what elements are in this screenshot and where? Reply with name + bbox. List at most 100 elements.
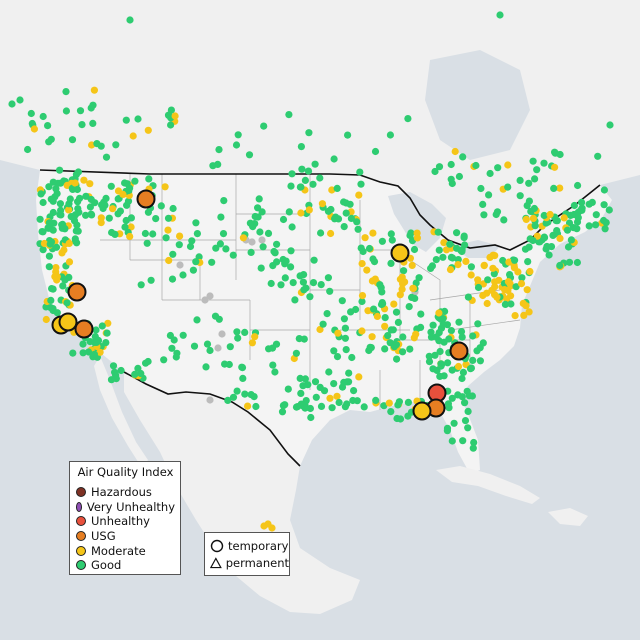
small-aqi-marker: [98, 201, 106, 209]
legend-label: Good: [91, 558, 122, 573]
small-aqi-marker: [24, 145, 32, 154]
small-aqi-marker: [458, 374, 466, 383]
small-aqi-marker: [585, 222, 593, 230]
small-aqi-marker: [353, 397, 361, 405]
small-aqi-marker: [234, 334, 242, 342]
legend-item-unhealthy: Unhealthy: [76, 514, 175, 529]
small-aqi-marker: [301, 176, 309, 184]
small-aqi-marker: [529, 157, 537, 165]
small-aqi-marker: [74, 227, 82, 235]
small-aqi-marker: [104, 319, 112, 327]
small-aqi-marker: [431, 167, 439, 176]
large-aqi-marker: [449, 341, 469, 361]
small-aqi-marker: [45, 138, 53, 146]
good-swatch-icon: [76, 560, 86, 571]
small-aqi-marker: [460, 232, 468, 240]
no-data-marker: [214, 344, 222, 352]
small-aqi-marker: [162, 234, 170, 242]
small-aqi-marker: [119, 190, 127, 198]
small-aqi-marker: [220, 197, 228, 205]
small-aqi-marker: [97, 219, 105, 227]
small-aqi-marker: [147, 276, 155, 284]
small-aqi-marker: [340, 378, 348, 386]
small-aqi-marker: [287, 247, 295, 255]
small-aqi-marker: [16, 96, 24, 104]
small-aqi-marker: [44, 122, 52, 130]
small-aqi-marker: [52, 243, 61, 251]
small-aqi-marker: [299, 382, 307, 390]
small-aqi-marker: [296, 374, 304, 382]
small-aqi-marker: [540, 233, 548, 241]
small-aqi-marker: [224, 396, 232, 404]
small-aqi-marker: [324, 207, 332, 215]
small-aqi-marker: [216, 240, 224, 248]
small-aqi-marker: [42, 315, 50, 324]
small-aqi-marker: [68, 136, 77, 144]
small-aqi-marker: [67, 213, 75, 221]
small-aqi-marker: [530, 204, 539, 213]
small-aqi-marker: [79, 340, 87, 348]
small-aqi-marker: [193, 230, 201, 238]
small-aqi-marker: [563, 226, 572, 234]
small-aqi-marker: [398, 273, 406, 281]
small-aqi-marker: [446, 240, 454, 248]
aqi-legend: Air Quality Index Hazardous Very Unhealt…: [69, 461, 181, 575]
small-aqi-marker: [360, 403, 368, 411]
small-aqi-marker: [79, 349, 87, 357]
small-aqi-marker: [214, 160, 222, 168]
small-aqi-marker: [117, 366, 125, 375]
small-aqi-marker: [241, 328, 249, 336]
small-aqi-marker: [244, 402, 252, 410]
small-aqi-marker: [245, 151, 254, 159]
small-aqi-marker: [269, 361, 277, 369]
small-aqi-marker: [165, 111, 173, 119]
small-aqi-marker: [65, 273, 73, 281]
small-aqi-marker: [87, 104, 95, 112]
small-aqi-marker: [233, 328, 241, 336]
small-aqi-marker: [507, 292, 515, 300]
small-aqi-marker: [131, 177, 139, 185]
small-aqi-marker: [273, 240, 281, 248]
small-aqi-marker: [379, 300, 387, 308]
small-aqi-marker: [233, 387, 241, 395]
small-aqi-marker: [355, 191, 363, 199]
small-aqi-marker: [392, 341, 400, 349]
small-aqi-marker: [267, 279, 275, 288]
small-aqi-marker: [564, 243, 573, 251]
small-aqi-marker: [47, 296, 55, 304]
small-aqi-marker: [525, 179, 533, 187]
small-aqi-marker: [250, 393, 258, 401]
small-aqi-marker: [567, 236, 576, 244]
small-aqi-marker: [409, 284, 417, 292]
small-aqi-marker: [600, 201, 608, 209]
small-aqi-marker: [248, 339, 256, 347]
small-aqi-marker: [417, 310, 425, 318]
small-aqi-marker: [504, 161, 512, 169]
small-aqi-marker: [238, 364, 247, 372]
small-aqi-marker: [404, 412, 412, 420]
small-aqi-marker: [522, 215, 530, 223]
small-aqi-marker: [123, 201, 131, 209]
small-aqi-marker: [378, 237, 386, 245]
small-aqi-marker: [506, 280, 514, 288]
small-aqi-marker: [88, 211, 96, 219]
small-aqi-marker: [193, 316, 201, 324]
small-aqi-marker: [189, 266, 197, 274]
small-aqi-marker: [369, 229, 377, 237]
small-aqi-marker: [370, 305, 378, 313]
small-aqi-marker: [73, 185, 81, 194]
small-aqi-marker: [49, 197, 57, 205]
small-aqi-marker: [161, 183, 169, 191]
small-aqi-marker: [287, 263, 295, 271]
small-aqi-marker: [477, 184, 485, 193]
small-aqi-marker: [252, 402, 260, 411]
small-aqi-marker: [330, 155, 338, 163]
small-aqi-marker: [523, 286, 531, 294]
small-aqi-marker: [479, 291, 487, 300]
small-aqi-marker: [462, 257, 470, 265]
small-aqi-marker: [65, 206, 73, 214]
small-aqi-marker: [385, 399, 393, 407]
small-aqi-marker: [436, 347, 444, 356]
small-aqi-marker: [486, 169, 494, 178]
